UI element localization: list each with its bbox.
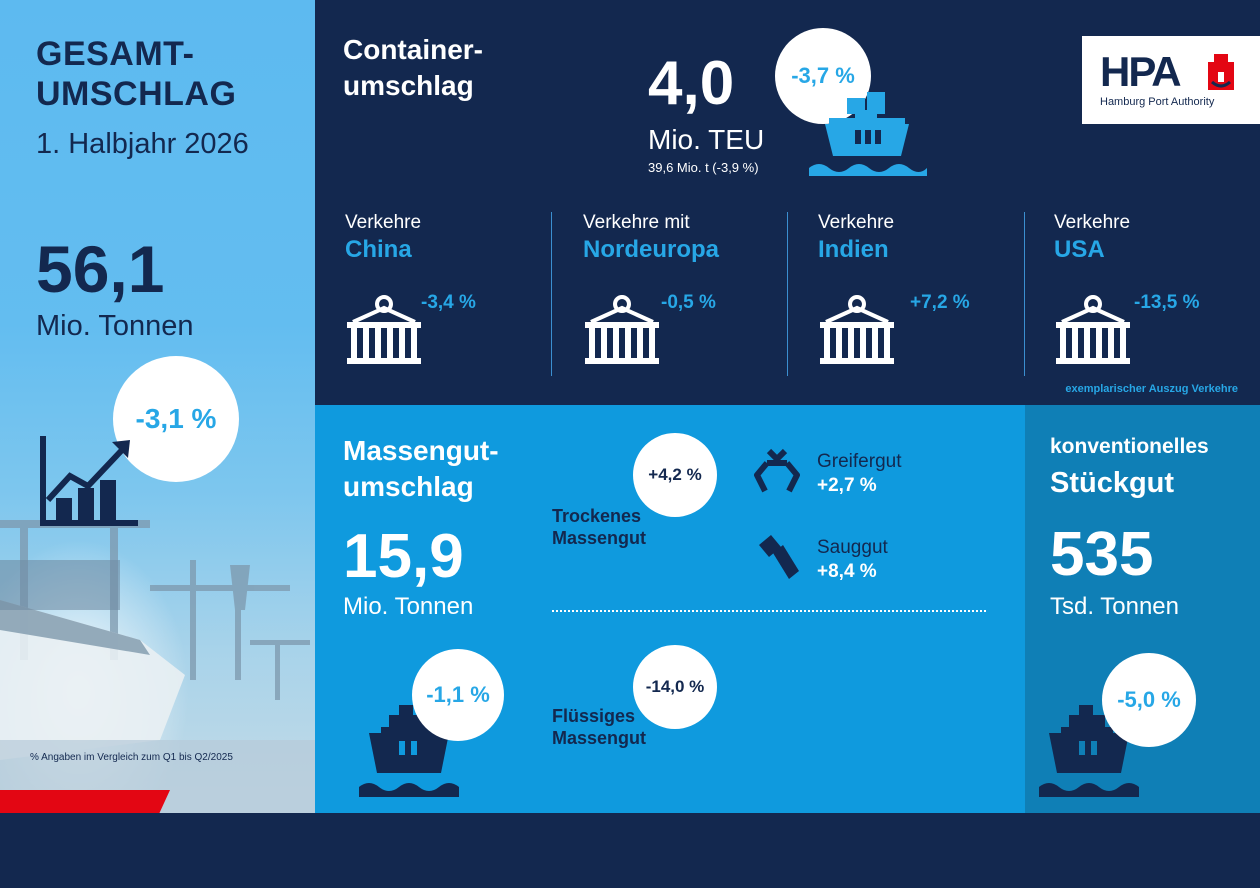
traffic-change: -3,4 %	[421, 292, 476, 313]
bulk-title: Massengut- umschlag	[343, 433, 499, 505]
bulk-ship-icon	[359, 705, 459, 797]
traffic-note: exemplarischer Auszug Verkehre	[1065, 383, 1238, 395]
container-change: -3,7 %	[791, 63, 855, 88]
total-title-line1: GESAMT-	[36, 35, 195, 73]
traffic-divider	[1024, 212, 1025, 376]
bulk-panel: Massengut- umschlag 15,9 Mio. Tonnen -1,…	[315, 405, 1025, 813]
container-sub: 39,6 Mio. t (-3,9 %)	[648, 160, 759, 175]
liquid-change-badge: -14,0 %	[633, 645, 717, 729]
traffic-change: -0,5 %	[661, 292, 716, 313]
dry-label-line1: Trockenes	[552, 506, 642, 526]
suction-change: +8,4 %	[817, 561, 877, 582]
container-change-badge: -3,7 %	[775, 28, 871, 124]
total-value: 56,1	[36, 232, 165, 306]
traffic-change: -13,5 %	[1134, 292, 1200, 313]
grab-change: +2,7 %	[817, 475, 877, 496]
conv-ship-icon	[1039, 705, 1139, 797]
bulk-value: 15,9	[343, 522, 464, 591]
traffic-label: Verkehre mit	[583, 212, 690, 233]
traffic-indien: Verkehre Indien +7,2 %	[818, 212, 1018, 372]
conv-title-line2: Stückgut	[1050, 467, 1175, 499]
traffic-nordeuropa: Verkehre mit Nordeuropa -0,5 %	[583, 212, 783, 372]
suction-pipe-icon	[759, 535, 799, 579]
traffic-label: Verkehre	[1054, 212, 1131, 233]
grab-claw-icon	[754, 448, 800, 493]
conv-title-line1: konventionelles	[1050, 435, 1209, 458]
container-crate-icon	[820, 295, 894, 364]
total-title: GESAMT- UMSCHLAG	[36, 34, 236, 114]
traffic-region: Nordeuropa	[583, 236, 720, 263]
traffic-label: Verkehre	[818, 212, 895, 233]
bulk-separator	[552, 610, 986, 612]
conv-change-badge: -5,0 %	[1102, 653, 1196, 747]
total-change: -3,1 %	[135, 403, 217, 434]
bulk-title-line1: Massengut-	[343, 435, 499, 466]
conv-value: 535	[1050, 520, 1154, 589]
container-title-line1: Container-	[343, 34, 483, 65]
traffic-divider	[787, 212, 788, 376]
dry-label: Trockenes Massengut	[552, 505, 646, 549]
container-crate-icon	[1056, 295, 1130, 364]
total-footnote: % Angaben im Vergleich zum Q1 bis Q2/202…	[30, 752, 233, 763]
bulk-unit: Mio. Tonnen	[343, 593, 474, 620]
conventional-panel: konventionelles Stückgut 535 Tsd. Tonnen…	[1025, 405, 1260, 813]
conv-change: -5,0 %	[1117, 687, 1181, 712]
container-title-line2: umschlag	[343, 70, 474, 101]
total-panel: GESAMT- UMSCHLAG 1. Halbjahr 2026 56,1 M…	[0, 0, 315, 813]
traffic-label: Verkehre	[345, 212, 422, 233]
liquid-label-line1: Flüssiges	[552, 706, 636, 726]
traffic-usa: Verkehre USA -13,5 %	[1054, 212, 1254, 372]
dry-change: +4,2 %	[648, 465, 702, 484]
hpa-logo: HPA Hamburg Port Authority	[1082, 36, 1260, 124]
suction-label: Sauggut	[817, 537, 888, 558]
traffic-china: Verkehre China -3,4 %	[345, 212, 565, 372]
container-crate-icon	[585, 295, 659, 364]
logo-name: Hamburg Port Authority	[1100, 96, 1215, 108]
growth-chart-icon	[40, 436, 138, 526]
conv-unit: Tsd. Tonnen	[1050, 593, 1179, 620]
total-unit: Mio. Tonnen	[36, 310, 194, 342]
dry-change-badge: +4,2 %	[633, 433, 717, 517]
traffic-region: USA	[1054, 236, 1105, 263]
bulk-change: -1,1 %	[426, 682, 490, 707]
container-title: Container- umschlag	[343, 32, 483, 104]
bulk-change-badge: -1,1 %	[412, 649, 504, 741]
container-ship-icon	[809, 92, 927, 176]
logo-mark: HPA	[1100, 48, 1182, 95]
liquid-label: Flüssiges Massengut	[552, 705, 646, 749]
container-unit: Mio. TEU	[648, 124, 765, 155]
container-crate-icon	[347, 295, 421, 364]
liquid-label-line2: Massengut	[552, 728, 647, 748]
total-period: 1. Halbjahr 2026	[36, 128, 249, 160]
traffic-divider	[551, 212, 552, 376]
traffic-region: Indien	[818, 236, 889, 263]
liquid-change: -14,0 %	[645, 677, 705, 696]
bulk-title-line2: umschlag	[343, 471, 474, 502]
total-title-line2: UMSCHLAG	[36, 75, 237, 113]
container-panel: Container- umschlag 4,0 Mio. TEU 39,6 Mi…	[315, 0, 1260, 405]
hamburg-crest-icon	[1208, 54, 1234, 90]
total-change-badge: -3,1 %	[113, 356, 239, 482]
grab-label: Greifergut	[817, 451, 902, 472]
container-value: 4,0	[648, 49, 735, 118]
traffic-region: China	[345, 236, 412, 263]
bottom-strip	[0, 813, 1260, 888]
traffic-change: +7,2 %	[910, 292, 970, 313]
dry-label-line2: Massengut	[552, 528, 647, 548]
